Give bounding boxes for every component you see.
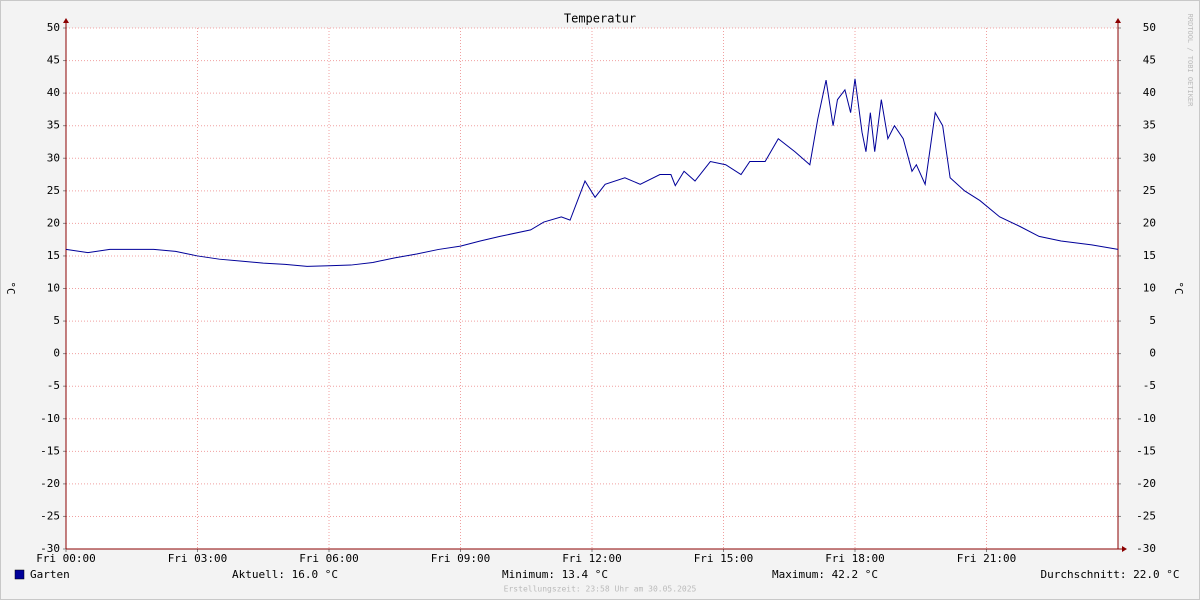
y-tick-label: 45 bbox=[47, 54, 60, 67]
y2-tick-label: -10 bbox=[1136, 412, 1156, 425]
y-tick-label: 5 bbox=[53, 314, 60, 327]
y2-tick-label: 15 bbox=[1143, 249, 1156, 262]
legend-stat: Minimum: 13.4 °C bbox=[502, 568, 608, 581]
y2-tick-label: 30 bbox=[1143, 151, 1156, 164]
y2-tick-label: 10 bbox=[1143, 282, 1156, 295]
y-tick-label: -20 bbox=[40, 477, 60, 490]
y2-tick-label: 25 bbox=[1143, 184, 1156, 197]
y2-tick-label: 20 bbox=[1143, 216, 1156, 229]
x-tick-label: Fri 03:00 bbox=[168, 552, 228, 565]
y2-tick-label: 45 bbox=[1143, 54, 1156, 67]
x-tick-label: Fri 12:00 bbox=[562, 552, 622, 565]
y-tick-label: 40 bbox=[47, 86, 60, 99]
y-tick-label: 50 bbox=[47, 21, 60, 34]
y-tick-label: 15 bbox=[47, 249, 60, 262]
y-tick-label: -30 bbox=[40, 542, 60, 555]
legend-stat: Maximum: 42.2 °C bbox=[772, 568, 878, 581]
y2-tick-label: 50 bbox=[1143, 21, 1156, 34]
y2-axis-label: °C bbox=[1172, 281, 1185, 294]
y-tick-label: 20 bbox=[47, 216, 60, 229]
y-tick-label: -5 bbox=[47, 379, 60, 392]
y-tick-label: 0 bbox=[53, 347, 60, 360]
y-tick-label: 10 bbox=[47, 282, 60, 295]
y2-tick-label: 35 bbox=[1143, 119, 1156, 132]
marks bbox=[65, 78, 1119, 267]
y2-tick-label: -25 bbox=[1136, 509, 1156, 522]
y2-tick-label: -15 bbox=[1136, 444, 1156, 457]
legend-swatch bbox=[14, 569, 25, 580]
y-tick-label: -15 bbox=[40, 444, 60, 457]
y2-tick-label: 40 bbox=[1143, 86, 1156, 99]
y-tick-label: 35 bbox=[47, 119, 60, 132]
legend-label: Garten bbox=[30, 568, 70, 581]
y-tick-label: 25 bbox=[47, 184, 60, 197]
y-tick-label: -10 bbox=[40, 412, 60, 425]
y-tick-label: 30 bbox=[47, 151, 60, 164]
x-tick-label: Fri 00:00 bbox=[36, 552, 96, 565]
y2-tick-label: 5 bbox=[1149, 314, 1156, 327]
chart-title: Temperatur bbox=[564, 12, 636, 26]
y2-tick-label: -20 bbox=[1136, 477, 1156, 490]
axis-arrow bbox=[1122, 546, 1127, 552]
legend-stat: Aktuell: 16.0 °C bbox=[232, 568, 338, 581]
y2-tick-label: -30 bbox=[1136, 542, 1156, 555]
y-tick-label: -25 bbox=[40, 509, 60, 522]
legend-stat: Durchschnitt: 22.0 °C bbox=[1040, 568, 1179, 581]
y2-tick-label: 0 bbox=[1149, 347, 1156, 360]
x-tick-label: Fri 18:00 bbox=[825, 552, 885, 565]
y2-tick-label: -5 bbox=[1143, 379, 1156, 392]
x-tick-label: Fri 15:00 bbox=[694, 552, 754, 565]
line bbox=[65, 78, 1119, 267]
footer: Erstellungszeit: 23:58 Uhr am 30.05.2025 bbox=[504, 585, 697, 594]
x-tick-label: Fri 21:00 bbox=[957, 552, 1017, 565]
axis-arrow bbox=[63, 18, 69, 23]
x-tick-label: Fri 06:00 bbox=[299, 552, 359, 565]
y-axis-label: °C bbox=[4, 281, 17, 294]
watermark: RRDTOOL / TOBI OETIKER bbox=[1186, 14, 1194, 108]
x-tick-label: Fri 09:00 bbox=[431, 552, 491, 565]
axis-arrow bbox=[1115, 18, 1121, 23]
